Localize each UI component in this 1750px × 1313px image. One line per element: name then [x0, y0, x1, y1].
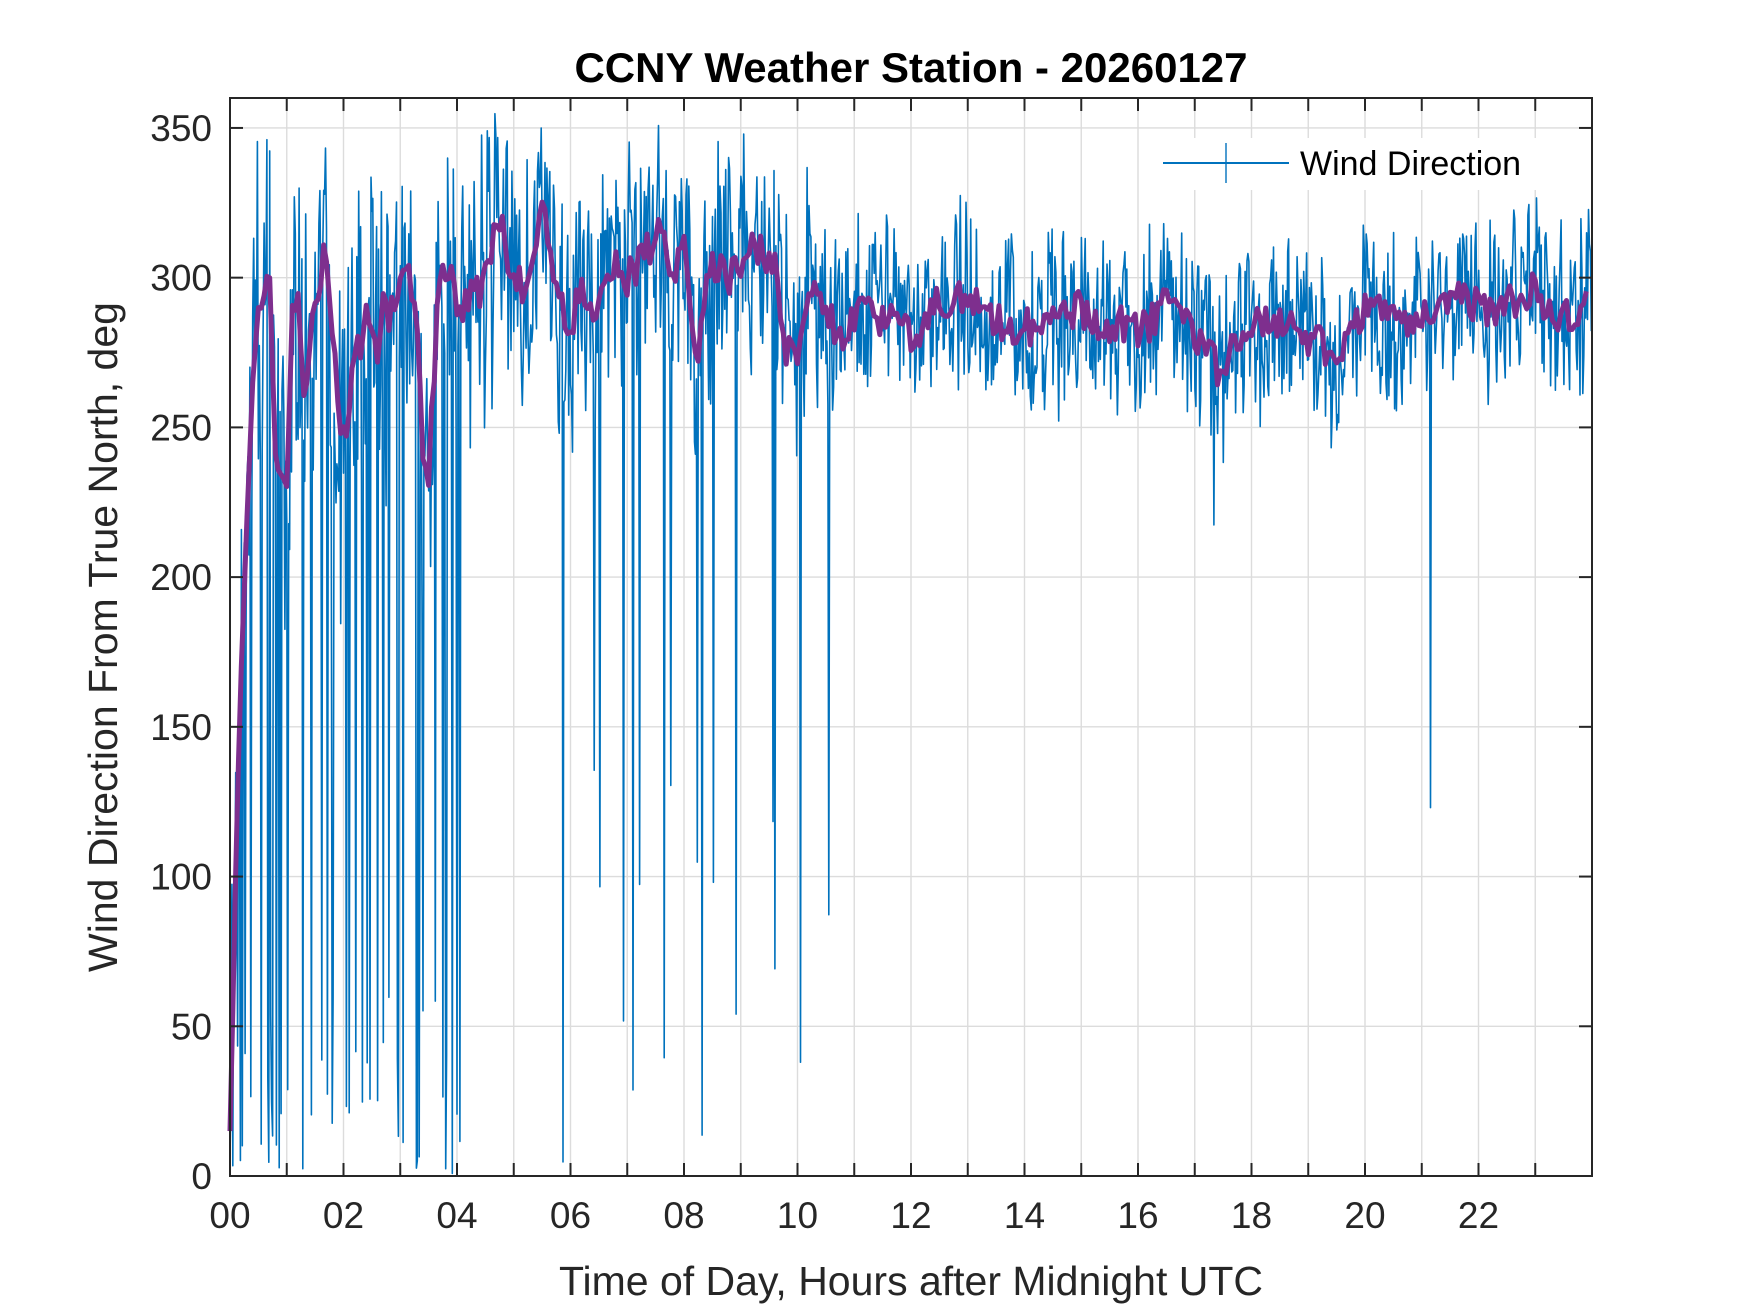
y-tick-labels: 0 50 100 150 200 250 300 350 — [150, 108, 212, 1197]
y-tick-label: 50 — [171, 1006, 212, 1047]
tick-marks — [229, 98, 1593, 1177]
x-tick-label: 14 — [1004, 1195, 1045, 1236]
legend: Wind Direction — [1150, 138, 1550, 190]
grid-lines — [230, 98, 1592, 1176]
x-tick-label: 10 — [777, 1195, 818, 1236]
y-tick-label: 250 — [150, 407, 212, 448]
series-layer — [227, 112, 1593, 1175]
x-tick-label: 22 — [1458, 1195, 1499, 1236]
y-axis-label: Wind Direction From True North, deg — [80, 302, 126, 972]
x-tick-label: 04 — [436, 1195, 477, 1236]
y-tick-label: 150 — [150, 707, 212, 748]
y-tick-label: 350 — [150, 108, 212, 149]
x-tick-label: 02 — [323, 1195, 364, 1236]
x-tick-label: 06 — [550, 1195, 591, 1236]
x-tick-label: 18 — [1231, 1195, 1272, 1236]
chart-title: CCNY Weather Station - 20260127 — [574, 44, 1247, 91]
x-tick-label: 12 — [890, 1195, 931, 1236]
x-tick-label: 16 — [1117, 1195, 1158, 1236]
y-tick-label: 0 — [191, 1156, 212, 1197]
y-tick-label: 300 — [150, 258, 212, 299]
y-tick-label: 100 — [150, 857, 212, 898]
legend-label: Wind Direction — [1300, 145, 1521, 183]
x-axis-label: Time of Day, Hours after Midnight UTC — [559, 1258, 1263, 1304]
x-tick-labels: 00 02 04 06 08 10 12 14 16 18 20 22 — [209, 1195, 1499, 1236]
y-tick-label: 200 — [150, 557, 212, 598]
x-tick-label: 00 — [209, 1195, 250, 1236]
x-tick-label: 08 — [663, 1195, 704, 1236]
series-smoothed — [227, 199, 1589, 1132]
x-tick-label: 20 — [1344, 1195, 1385, 1236]
